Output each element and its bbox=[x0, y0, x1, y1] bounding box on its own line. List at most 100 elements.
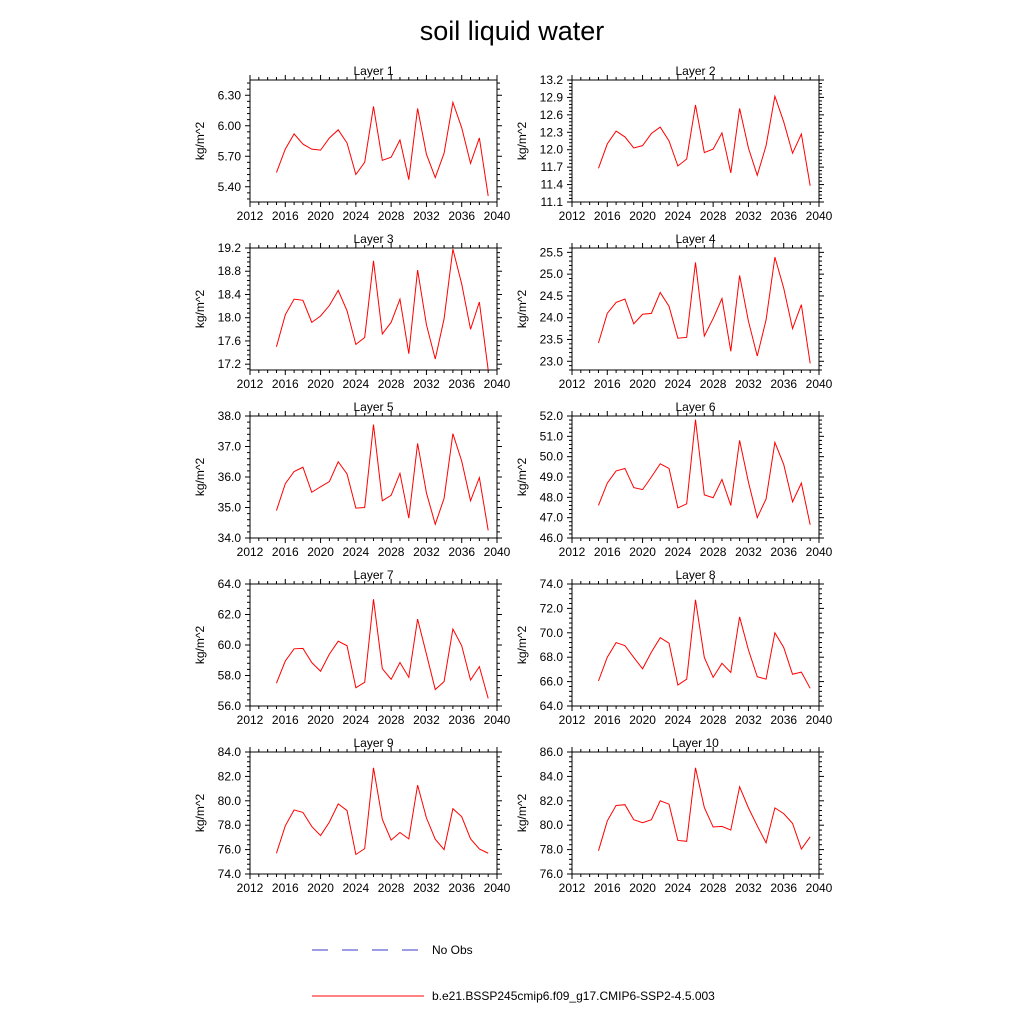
series-line bbox=[275, 100, 489, 196]
y-axis-label: kg/m^2 bbox=[193, 458, 207, 497]
x-tick-label: 2028 bbox=[378, 377, 405, 391]
x-tick-label: 2016 bbox=[594, 881, 621, 895]
x-tick-label: 2024 bbox=[343, 545, 370, 559]
y-tick-label: 24.5 bbox=[540, 289, 564, 303]
y-tick-label: 84.0 bbox=[540, 769, 564, 783]
x-tick-label: 2012 bbox=[237, 209, 264, 223]
panel-layer-10: Layer 10 kg/m^2 2012 2016 2020 2024 2028 2032 20… bbox=[515, 736, 833, 895]
series-line bbox=[597, 599, 811, 689]
x-tick-label: 2040 bbox=[806, 209, 833, 223]
x-tick-label: 2032 bbox=[413, 377, 440, 391]
x-tick-label: 2032 bbox=[413, 881, 440, 895]
x-tick-label: 2040 bbox=[806, 377, 833, 391]
y-tick-label: 58.0 bbox=[218, 669, 242, 683]
series-line bbox=[275, 767, 489, 856]
panel-title: Layer 10 bbox=[672, 736, 719, 750]
x-tick-label: 2020 bbox=[307, 881, 334, 895]
x-tick-label: 2032 bbox=[735, 545, 762, 559]
x-tick-label: 2024 bbox=[343, 377, 370, 391]
plot-frame bbox=[249, 247, 498, 371]
x-tick-label: 2024 bbox=[665, 545, 692, 559]
y-tick-label: 80.0 bbox=[218, 794, 242, 808]
y-tick-label: 80.0 bbox=[540, 818, 564, 832]
panel-layer-5: Layer 5 kg/m^2 2012 2016 2020 2024 2028 2032 203… bbox=[193, 400, 511, 559]
x-tick-label: 2032 bbox=[413, 713, 440, 727]
y-tick-label: 46.0 bbox=[540, 531, 564, 545]
y-tick-label: 64.0 bbox=[540, 699, 564, 713]
x-tick-label: 2016 bbox=[594, 713, 621, 727]
x-tick-label: 2024 bbox=[665, 377, 692, 391]
y-tick-label: 70.0 bbox=[540, 626, 564, 640]
panel-layer-7: Layer 7 kg/m^2 2012 2016 2020 2024 2028 2032 203… bbox=[193, 568, 511, 727]
x-tick-label: 2036 bbox=[448, 713, 475, 727]
x-tick-label: 2016 bbox=[272, 881, 299, 895]
y-tick-label: 37.0 bbox=[218, 440, 242, 454]
plot-frame bbox=[571, 415, 820, 539]
series-line bbox=[597, 94, 811, 186]
y-tick-label: 49.0 bbox=[540, 470, 564, 484]
x-tick-label: 2036 bbox=[448, 377, 475, 391]
y-tick-label: 18.4 bbox=[218, 287, 242, 301]
y-tick-label: 5.70 bbox=[218, 149, 242, 163]
y-tick-label: 17.2 bbox=[218, 357, 242, 371]
x-tick-label: 2016 bbox=[272, 209, 299, 223]
x-tick-label: 2028 bbox=[700, 713, 727, 727]
x-tick-label: 2040 bbox=[484, 377, 511, 391]
y-tick-label: 11.7 bbox=[541, 160, 564, 174]
y-tick-label: 12.3 bbox=[540, 125, 564, 139]
x-tick-label: 2012 bbox=[237, 713, 264, 727]
panel-title: Layer 5 bbox=[353, 400, 393, 414]
y-tick-label: 36.0 bbox=[218, 470, 242, 484]
x-tick-label: 2012 bbox=[237, 881, 264, 895]
y-tick-label: 74.0 bbox=[218, 867, 242, 881]
x-tick-label: 2040 bbox=[806, 881, 833, 895]
x-tick-label: 2036 bbox=[448, 545, 475, 559]
y-tick-label: 82.0 bbox=[540, 794, 564, 808]
x-tick-label: 2036 bbox=[770, 881, 797, 895]
x-tick-label: 2028 bbox=[378, 545, 405, 559]
plot-frame bbox=[249, 79, 498, 203]
panel-layer-9: Layer 9 kg/m^2 2012 2016 2020 2024 2028 2032 203… bbox=[193, 736, 511, 895]
y-axis-label: kg/m^2 bbox=[515, 458, 529, 497]
x-tick-label: 2040 bbox=[484, 209, 511, 223]
x-tick-label: 2024 bbox=[665, 881, 692, 895]
x-tick-label: 2040 bbox=[484, 545, 511, 559]
panel-layer-2: Layer 2 kg/m^2 2012 2016 2020 2024 2028 2032 203… bbox=[515, 64, 833, 223]
panel-title: Layer 2 bbox=[675, 64, 715, 78]
x-tick-label: 2032 bbox=[735, 209, 762, 223]
panel-layer-4: Layer 4 kg/m^2 2012 2016 2020 2024 2028 2032 203… bbox=[515, 232, 833, 391]
x-tick-label: 2020 bbox=[629, 209, 656, 223]
x-tick-label: 2012 bbox=[237, 545, 264, 559]
panel-title: Layer 9 bbox=[353, 736, 393, 750]
x-tick-label: 2024 bbox=[665, 713, 692, 727]
y-tick-label: 62.0 bbox=[218, 608, 242, 622]
x-tick-label: 2036 bbox=[770, 713, 797, 727]
x-tick-label: 2012 bbox=[559, 713, 586, 727]
panel-layer-3: Layer 3 kg/m^2 2012 2016 2020 2024 2028 2032 203… bbox=[193, 232, 511, 391]
y-tick-label: 11.4 bbox=[541, 178, 564, 192]
x-tick-label: 2036 bbox=[770, 377, 797, 391]
panel-title: Layer 6 bbox=[675, 400, 715, 414]
y-tick-label: 84.0 bbox=[218, 745, 242, 759]
x-tick-label: 2040 bbox=[806, 545, 833, 559]
y-tick-label: 6.30 bbox=[218, 88, 242, 102]
y-tick-label: 13.2 bbox=[540, 73, 564, 87]
x-tick-label: 2028 bbox=[378, 209, 405, 223]
y-tick-label: 18.8 bbox=[218, 264, 242, 278]
y-tick-label: 72.0 bbox=[540, 601, 564, 615]
y-axis-label: kg/m^2 bbox=[515, 290, 529, 329]
figure-title: soil liquid water bbox=[420, 16, 605, 46]
y-tick-label: 35.0 bbox=[218, 501, 242, 515]
y-tick-label: 25.0 bbox=[540, 267, 564, 281]
y-axis-label: kg/m^2 bbox=[193, 290, 207, 329]
x-tick-label: 2016 bbox=[594, 209, 621, 223]
x-tick-label: 2040 bbox=[484, 881, 511, 895]
x-tick-label: 2032 bbox=[735, 377, 762, 391]
y-tick-label: 51.0 bbox=[540, 429, 564, 443]
x-tick-label: 2028 bbox=[700, 545, 727, 559]
y-tick-label: 76.0 bbox=[218, 843, 242, 857]
x-tick-label: 2016 bbox=[272, 377, 299, 391]
panel-layer-8: Layer 8 kg/m^2 2012 2016 2020 2024 2028 2032 203… bbox=[515, 568, 833, 727]
x-tick-label: 2020 bbox=[307, 713, 334, 727]
